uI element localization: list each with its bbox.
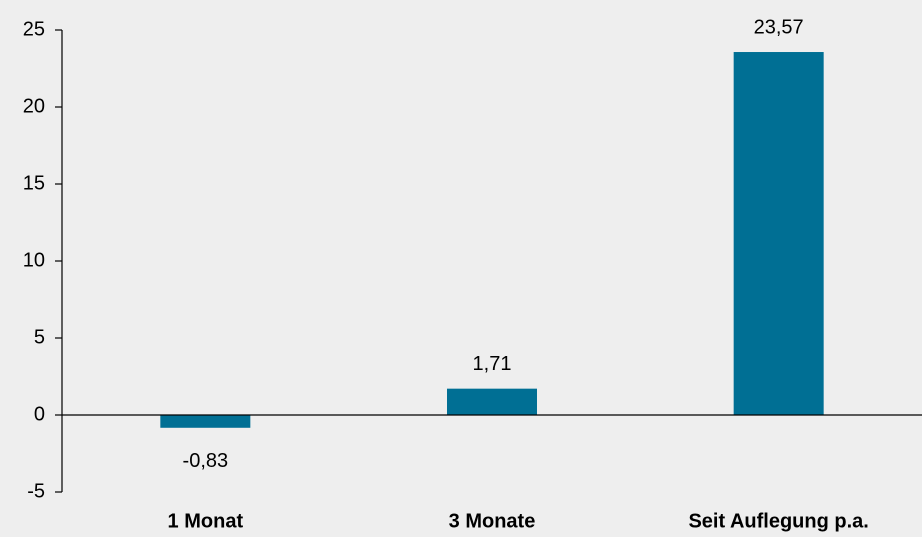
- value-label: 23,57: [754, 16, 804, 38]
- y-tick-label: 0: [34, 403, 45, 425]
- bar: [160, 415, 251, 428]
- y-tick-label: 20: [23, 95, 45, 117]
- x-tick-label: 1 Monat: [168, 510, 244, 532]
- y-tick-label: -5: [27, 480, 45, 502]
- x-tick-label: 3 Monate: [449, 510, 536, 532]
- value-label: -0,83: [183, 450, 229, 472]
- y-tick-label: 25: [23, 18, 45, 40]
- x-tick-label: Seit Auflegung p.a.: [688, 510, 868, 532]
- y-tick-label: 5: [34, 326, 45, 348]
- value-label: 1,71: [473, 353, 512, 375]
- bar: [447, 388, 537, 415]
- bar: [733, 52, 824, 415]
- y-tick-label: 15: [23, 172, 45, 194]
- y-tick-label: 10: [23, 249, 45, 271]
